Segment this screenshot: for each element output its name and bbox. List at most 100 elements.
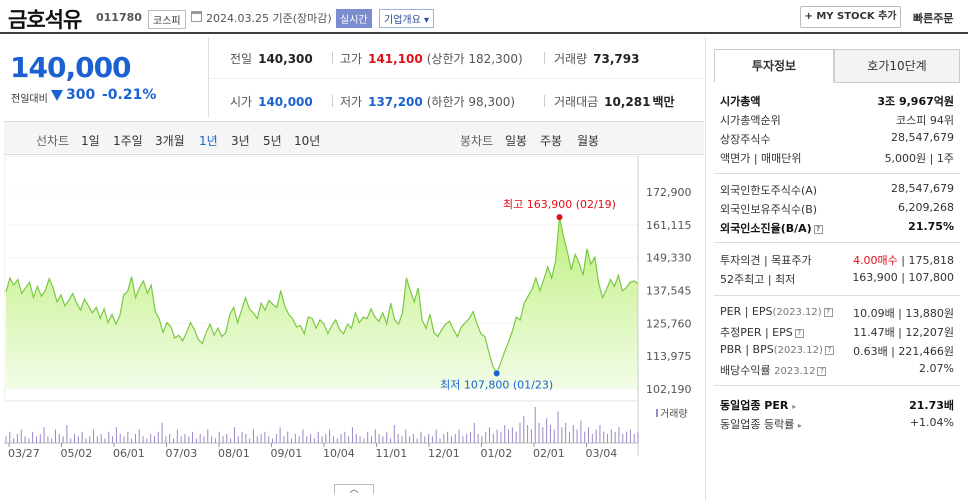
label: 동일업종 등락률 [720, 418, 795, 431]
line-chart-label: 선차트 [36, 134, 70, 148]
value: 140,300 [258, 52, 313, 66]
investment-info-panel: 투자정보 호가10단계 시가총액 3조 9,967억원 시가총액순위 코스피 94위… [705, 37, 968, 500]
label: 외국인한도주식수(A) [720, 184, 818, 197]
label: PBR | BPS [720, 343, 774, 356]
collapse-chart-button[interactable]: ︿ [334, 484, 374, 495]
period-5y[interactable]: 5년 [263, 134, 282, 148]
period-1y[interactable]: 1년 [199, 134, 218, 148]
base-date: 2024.03.25 기준(장마감) [206, 12, 332, 25]
price-change: 300 [66, 87, 96, 103]
divider [332, 95, 333, 107]
label: 시가 [230, 95, 253, 109]
stock-code: 011780 [96, 11, 142, 24]
help-icon[interactable]: ? [794, 328, 804, 338]
valuation-section: PER | EPS(2023.12)? 10.09배 | 13,880원 추정PE… [714, 303, 960, 379]
row-divider [210, 78, 704, 79]
price-area [6, 217, 638, 389]
volume-legend-swatch [656, 409, 658, 417]
y-tick-label: 149,330 [646, 252, 692, 265]
label: 상장주식수 [720, 133, 771, 146]
market-cap-section: 시가총액 3조 9,967억원 시가총액순위 코스피 94위 상장주식수 28,547… [714, 91, 960, 167]
label: 투자의견 | 목표주가 [720, 254, 812, 267]
period-3m[interactable]: 3개월 [155, 134, 185, 148]
add-my-stock-button[interactable]: + MY STOCK 추가 [800, 6, 901, 28]
x-tick-label: 06/01 [113, 447, 145, 460]
help-icon[interactable]: ? [823, 307, 833, 317]
value: +1.04% [909, 416, 954, 429]
industry-per-row[interactable]: 동일업종 PER ▸ 21.73배 [714, 395, 960, 414]
quick-order-button[interactable]: 빠른주문 [913, 12, 954, 25]
value: 2.07% [919, 362, 954, 375]
market-cap-row: 시가총액 3조 9,967억원 [714, 91, 960, 110]
x-tick-label: 05/02 [61, 447, 93, 460]
label: 외국인보유주식수(B) [720, 203, 818, 216]
current-price: 140,000 [10, 51, 132, 84]
value: 28,547,679 [891, 131, 954, 144]
help-icon[interactable]: ? [817, 366, 827, 376]
calendar-icon [191, 11, 202, 22]
label: 거래량 [554, 52, 588, 66]
arrow-right-icon: ▸ [792, 402, 797, 411]
x-tick-label: 07/03 [166, 447, 198, 460]
value: 10.09배 | 13,880원 [853, 307, 954, 320]
label: 전일 [230, 52, 253, 66]
candle-weekly[interactable]: 주봉 [540, 134, 563, 148]
quote-open: 시가 140,000 [230, 93, 313, 110]
upper-limit: (상한가 182,300) [426, 52, 523, 66]
period-1w[interactable]: 1주일 [113, 134, 143, 148]
value: 5,000원 | 1주 [884, 152, 954, 165]
quote-high: 고가 141,100 (상한가 182,300) [340, 50, 523, 67]
label: 액면가 | 매매단위 [720, 152, 802, 165]
value: 28,547,679 [891, 182, 954, 195]
price-change-percent: -0.21% [102, 87, 157, 103]
x-tick-label: 11/01 [376, 447, 408, 460]
compare-label: 전일대비 [11, 94, 48, 105]
label: 동일업종 PER [720, 399, 789, 412]
value: 21.73배 [909, 399, 954, 412]
quote-prev-close: 전일 140,300 [230, 50, 313, 67]
par-value-row: 액면가 | 매매단위 5,000원 | 1주 [714, 148, 960, 167]
est-per-row: 추정PER | EPS? 11.47배 | 12,207원 [714, 322, 960, 341]
period-1d[interactable]: 1일 [81, 134, 100, 148]
value: 10,281 [604, 95, 651, 109]
value: 21.75% [908, 220, 954, 233]
label: 배당수익률 [720, 364, 771, 377]
period-10y[interactable]: 10년 [294, 134, 321, 148]
company-overview-dropdown[interactable]: 기업개요 ▾ [379, 9, 434, 28]
help-icon[interactable]: ? [824, 345, 834, 355]
tab-orderbook-10[interactable]: 호가10단계 [834, 49, 960, 83]
value: 137,200 [368, 95, 423, 109]
lower-limit: (하한가 98,300) [426, 95, 516, 109]
value: 140,000 [258, 95, 313, 109]
price-chart[interactable]: 172,900 161,115 149,330 137,545 125,760 113,9… [3, 155, 704, 486]
realtime-button[interactable]: 실시간 [336, 9, 372, 28]
candle-monthly[interactable]: 월봉 [577, 134, 600, 148]
label: 외국인소진율(B/A) [720, 222, 812, 235]
industry-rate-row[interactable]: 동일업종 등락률 ▸ +1.04% [714, 414, 960, 433]
price-chart-svg[interactable]: 172,900 161,115 149,330 137,545 125,760 113,9… [3, 155, 704, 486]
help-icon[interactable]: ? [813, 224, 823, 234]
cap-rank-row: 시가총액순위 코스피 94위 [714, 110, 960, 129]
divider [714, 385, 960, 386]
label: PER | EPS [720, 305, 773, 318]
value: 73,793 [593, 52, 640, 66]
pbr-row: PBR | BPS(2023.12)? 0.63배 | 221,466원 [714, 341, 960, 360]
opinion-section: 투자의견 | 목표주가 4.00매수 | 175,818 52주최고 | 최저 16… [714, 250, 960, 288]
candle-daily[interactable]: 일봉 [505, 134, 528, 148]
y-tick-label: 137,545 [646, 285, 692, 298]
period-3y[interactable]: 3년 [231, 134, 250, 148]
y-tick-label: 125,760 [646, 317, 692, 330]
label: 저가 [340, 95, 363, 109]
opinion-value: 4.00매수 [853, 254, 898, 267]
x-tick-label: 01/02 [481, 447, 513, 460]
arrow-right-icon: ▸ [797, 421, 802, 430]
tab-investment-info[interactable]: 투자정보 [714, 49, 834, 83]
unit: 백만 [652, 95, 675, 109]
label: 시가총액순위 [720, 114, 781, 127]
divider [544, 95, 545, 107]
low-label: 최저 107,800 (01/23) [440, 378, 553, 391]
volume-legend-label: 거래량 [660, 408, 688, 420]
year: (2023.12) [772, 307, 822, 318]
stock-name: 금호석유 [8, 8, 82, 32]
label: 52주최고 | 최저 [720, 273, 796, 286]
